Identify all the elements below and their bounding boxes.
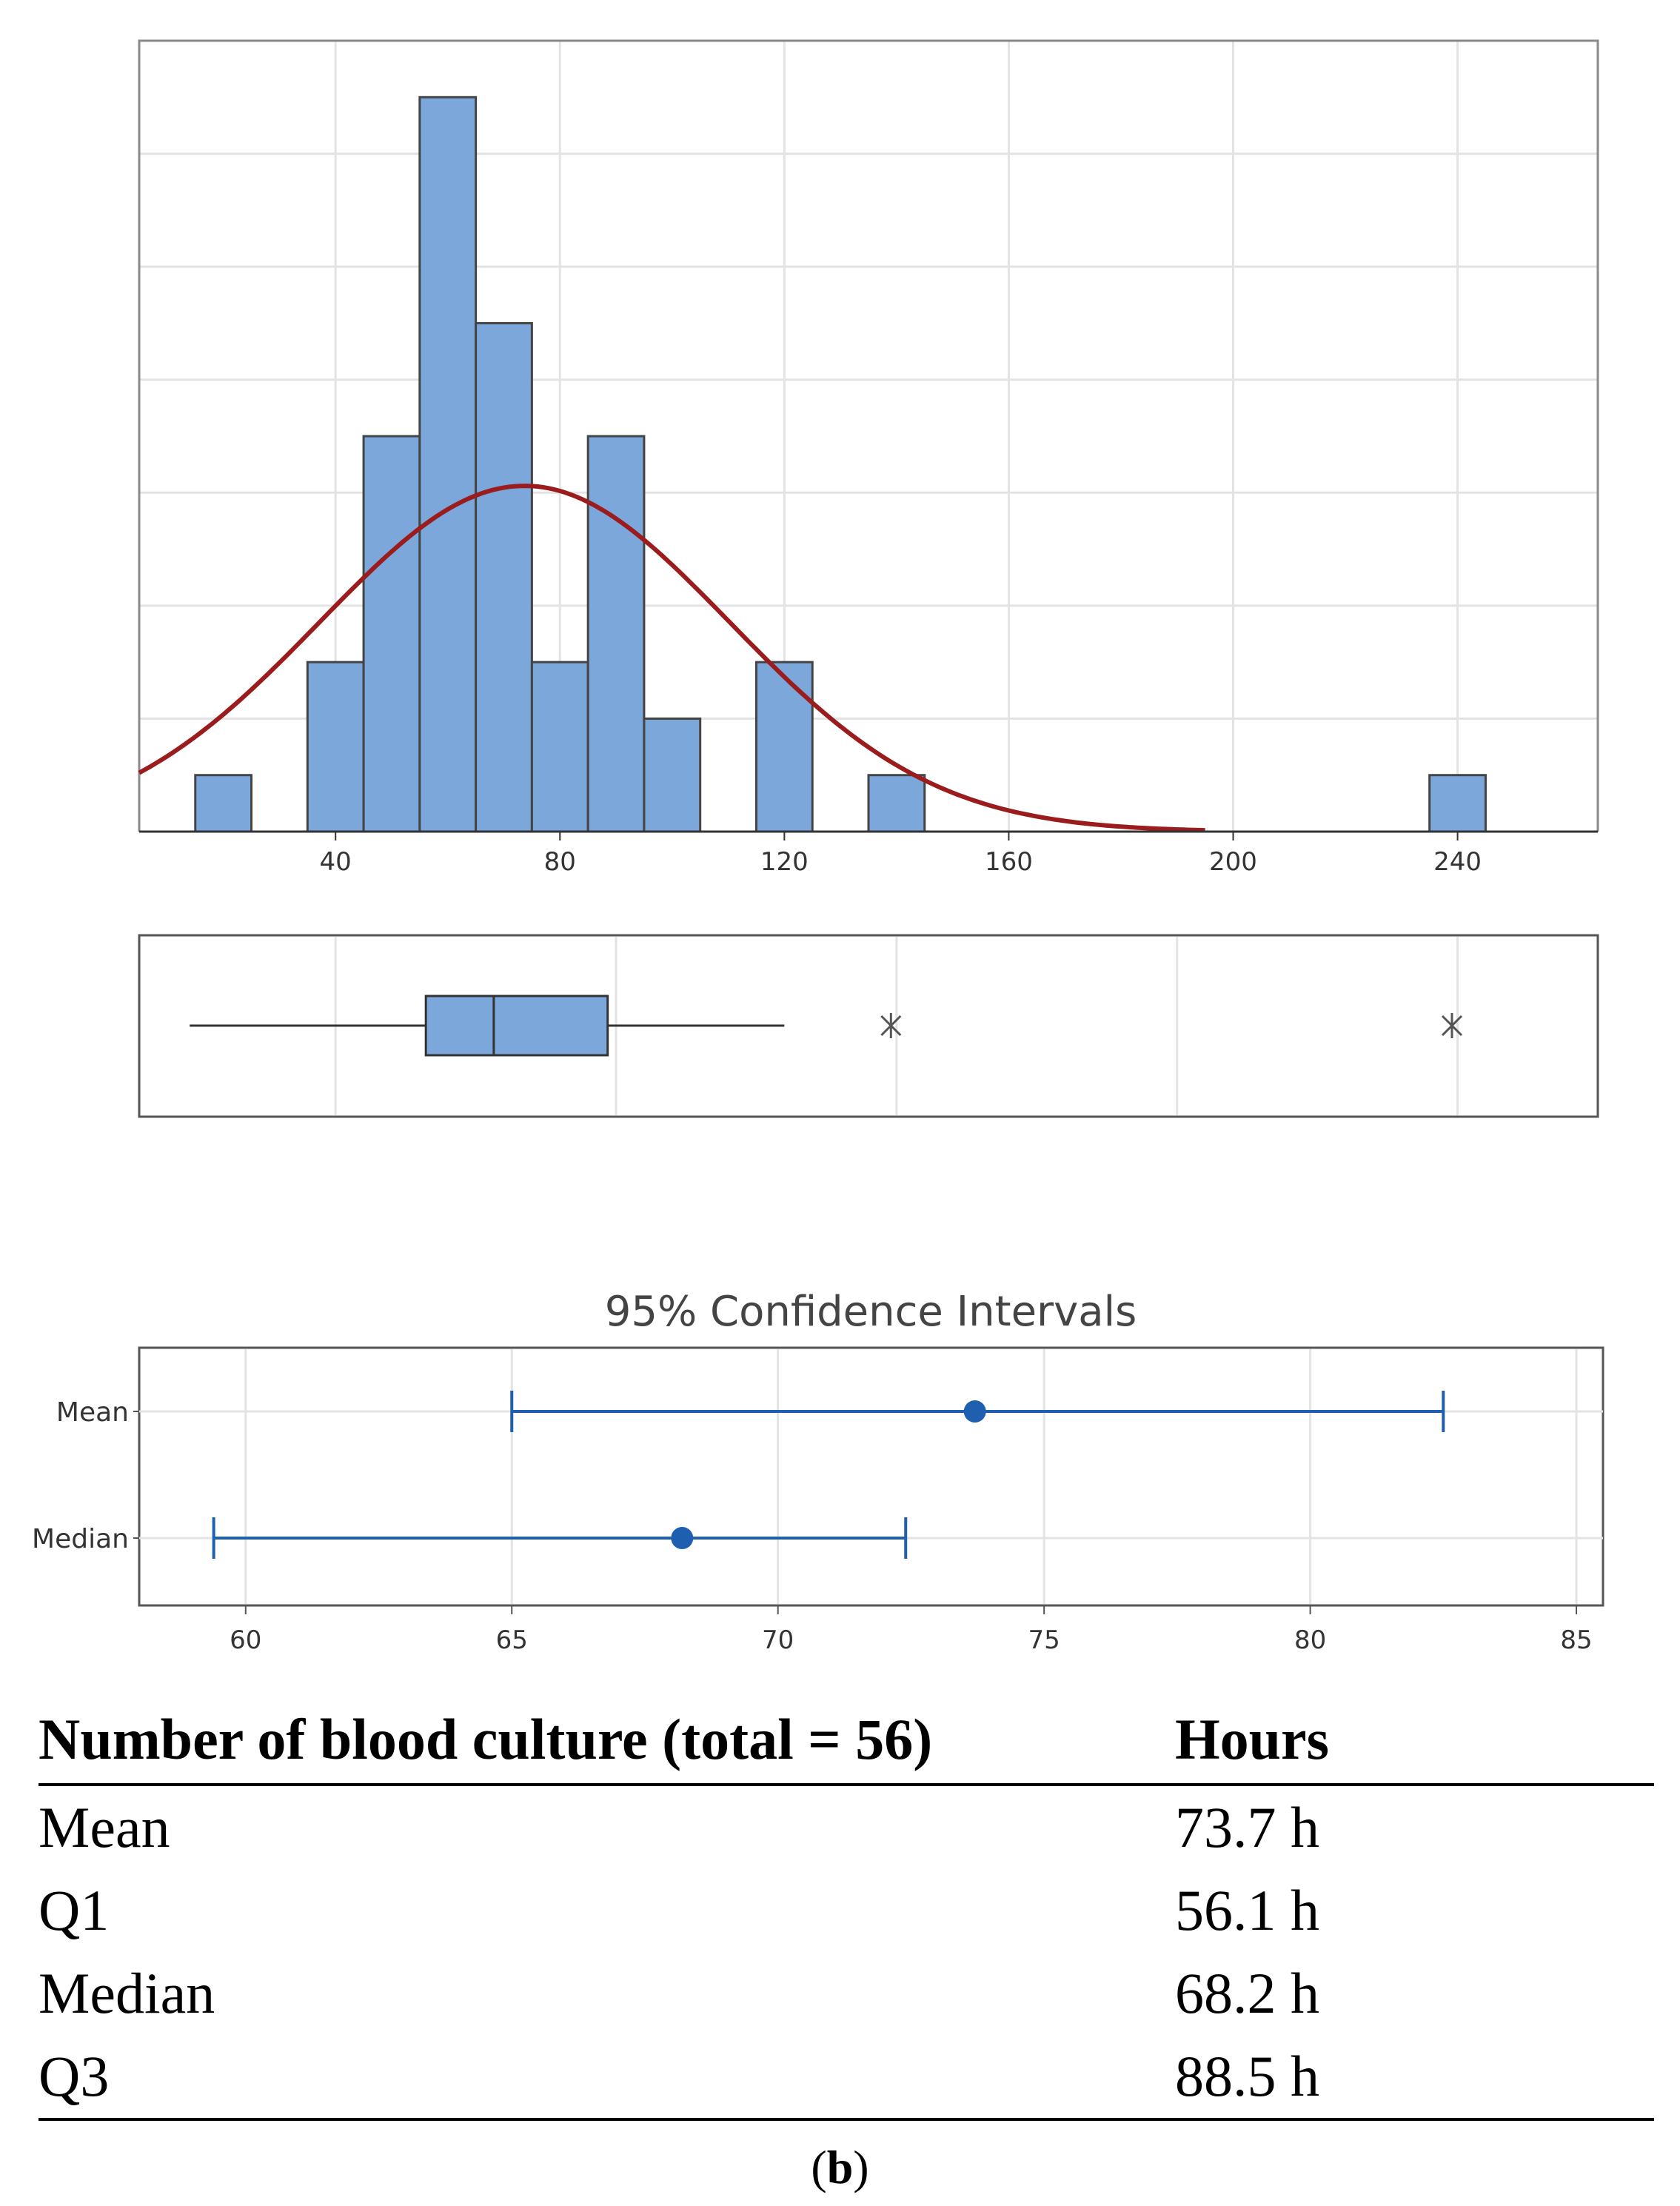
x-tick-label: 160 [985,847,1033,877]
histogram-bar [362,435,421,833]
histogram-bar [530,661,589,833]
histogram-chart: 40 80 120 160 200 240 [138,39,1599,877]
normal-fit-curve [138,484,1205,833]
summary-table: Number of blood culture (total = 56) Hou… [39,1696,1654,2121]
histogram-bar [418,96,478,833]
x-tick-label: 80 [1294,1625,1326,1655]
outlier-marker [880,1013,902,1038]
table-row: Median 68.2 h [39,1952,1654,2035]
estimate-point [671,1527,694,1549]
histogram-bar [194,774,253,833]
table-cell: 68.2 h [1175,1961,1319,2025]
table-row: Q3 88.5 h [39,2035,1654,2118]
table-header-measure: Number of blood culture (total = 56) [39,1707,933,1771]
table-cell: 73.7 h [1175,1795,1319,1859]
charts-canvas: 40 80 120 160 200 240 95% Confidence Interval… [32,39,1604,1655]
x-tick-label: 70 [762,1625,794,1655]
table-row: Mean 73.7 h [39,1786,1654,1869]
x-tick-label: 240 [1433,847,1482,877]
table-cell: 56.1 h [1175,1878,1319,1942]
estimate-point [963,1400,986,1423]
x-tick-label: 60 [230,1625,261,1655]
x-tick-label: 75 [1028,1625,1060,1655]
iqr-box [424,995,609,1057]
histogram-bar [306,661,365,833]
table-cell: 88.5 h [1175,2044,1319,2108]
x-tick-label: 80 [544,847,576,877]
caption-label: b [826,2141,854,2193]
figure-caption: (b) [811,2141,869,2193]
confidence-interval-chart: 95% Confidence Intervals Mean Median 60 65 70… [32,1288,1604,1655]
table-cell: Mean [39,1795,170,1859]
table-cell: Q1 [39,1878,110,1942]
table-cell: Q3 [39,2044,110,2108]
x-tick-label: 85 [1560,1625,1592,1655]
table-header-hours: Hours [1175,1707,1330,1771]
ci-plot-area [138,1346,1604,1607]
x-tick-label: 120 [760,847,809,877]
table-row: Q1 56.1 h [39,1869,1654,1952]
x-tick-label: 65 [496,1625,528,1655]
histogram-bar [475,321,533,833]
histogram-bar [867,774,926,833]
category-label: Mean [56,1397,129,1428]
x-tick-label: 200 [1209,847,1257,877]
x-tick-label: 40 [320,847,352,877]
histogram-frame [138,39,1599,832]
ci-title: 95% Confidence Intervals [605,1288,1137,1336]
table-header-row: Number of blood culture (total = 56) Hou… [39,1696,1654,1786]
boxplot-chart [138,934,1599,1118]
histogram-bar [1428,774,1487,833]
histogram-bar [586,435,646,833]
category-label: Median [32,1524,129,1554]
table-cell: Median [39,1961,215,2025]
histogram-bar [643,717,702,833]
outlier-marker [1441,1013,1463,1038]
histogram-bar [754,661,814,833]
